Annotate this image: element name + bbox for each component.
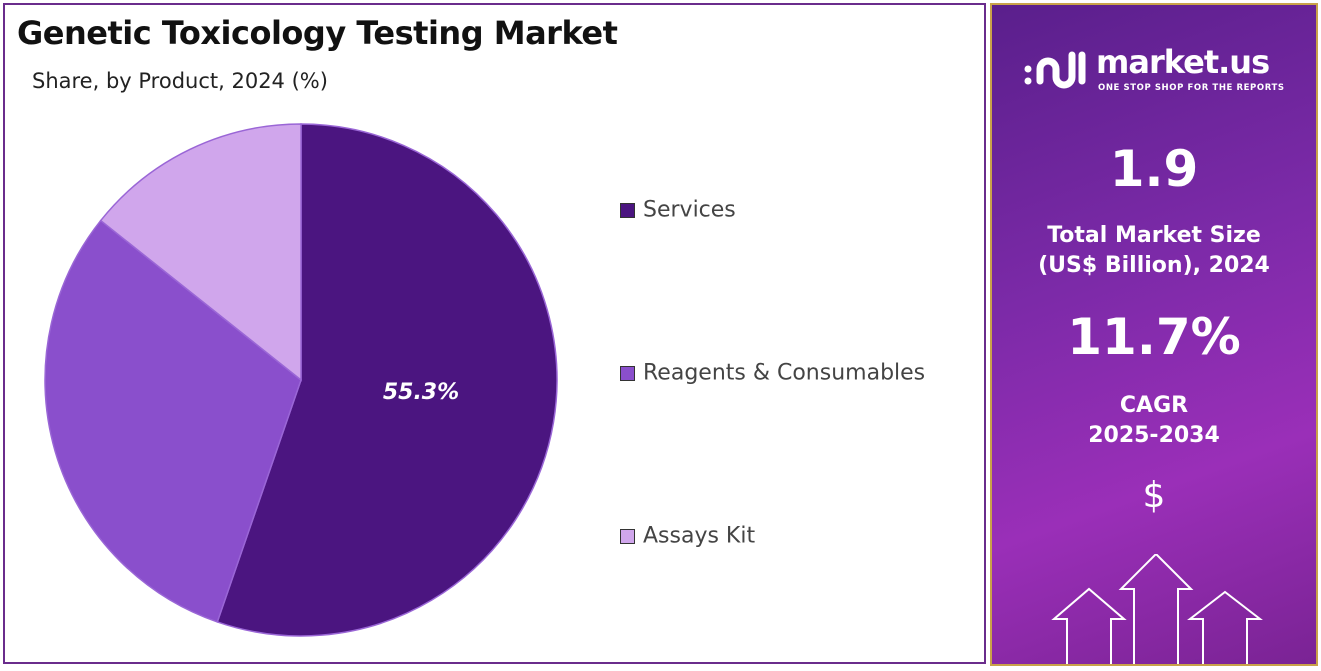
legend-item: Services xyxy=(620,196,736,225)
chart-subtitle: Share, by Product, 2024 (%) xyxy=(32,69,328,93)
legend-label: Reagents & Consumables xyxy=(643,360,926,386)
market-size-label: Total Market Size xyxy=(1047,223,1261,248)
market-us-logo: market.us ONE STOP SHOP FOR THE REPORTS xyxy=(1022,45,1312,99)
legend-swatch xyxy=(620,366,635,381)
dollar-icon: $ xyxy=(1142,475,1166,516)
data-label: 55.3% xyxy=(383,380,459,405)
pie-slice-assays-kit xyxy=(99,123,302,382)
pie-slice-reagents-consumables xyxy=(44,219,302,623)
market-size-unit: (US$ Billion), 2024 xyxy=(1038,253,1270,278)
summary-panel: market.us ONE STOP SHOP FOR THE REPORTS … xyxy=(990,3,1318,666)
logo-name: market.us xyxy=(1096,43,1270,81)
legend-item: Assays Kit xyxy=(620,522,755,551)
growth-arrows-icon xyxy=(1051,554,1263,664)
cagr-value: 11.7% xyxy=(1067,308,1241,366)
pie-slice-services xyxy=(216,123,558,637)
legend-label: Services xyxy=(643,197,736,223)
logo-tagline: ONE STOP SHOP FOR THE REPORTS xyxy=(1098,83,1285,93)
cagr-label: CAGR xyxy=(1119,393,1189,418)
cagr-period: 2025-2034 xyxy=(1088,423,1220,448)
logo-mark-icon xyxy=(1024,51,1086,89)
legend-item: Reagents & Consumables xyxy=(620,359,925,388)
legend-label: Assays Kit xyxy=(643,523,756,549)
market-size-value: 1.9 xyxy=(1109,140,1199,198)
pie-chart: 55.3% xyxy=(44,123,558,637)
legend-swatch xyxy=(620,529,635,544)
legend-swatch xyxy=(620,203,635,218)
chart-title: Genetic Toxicology Testing Market xyxy=(17,14,618,52)
